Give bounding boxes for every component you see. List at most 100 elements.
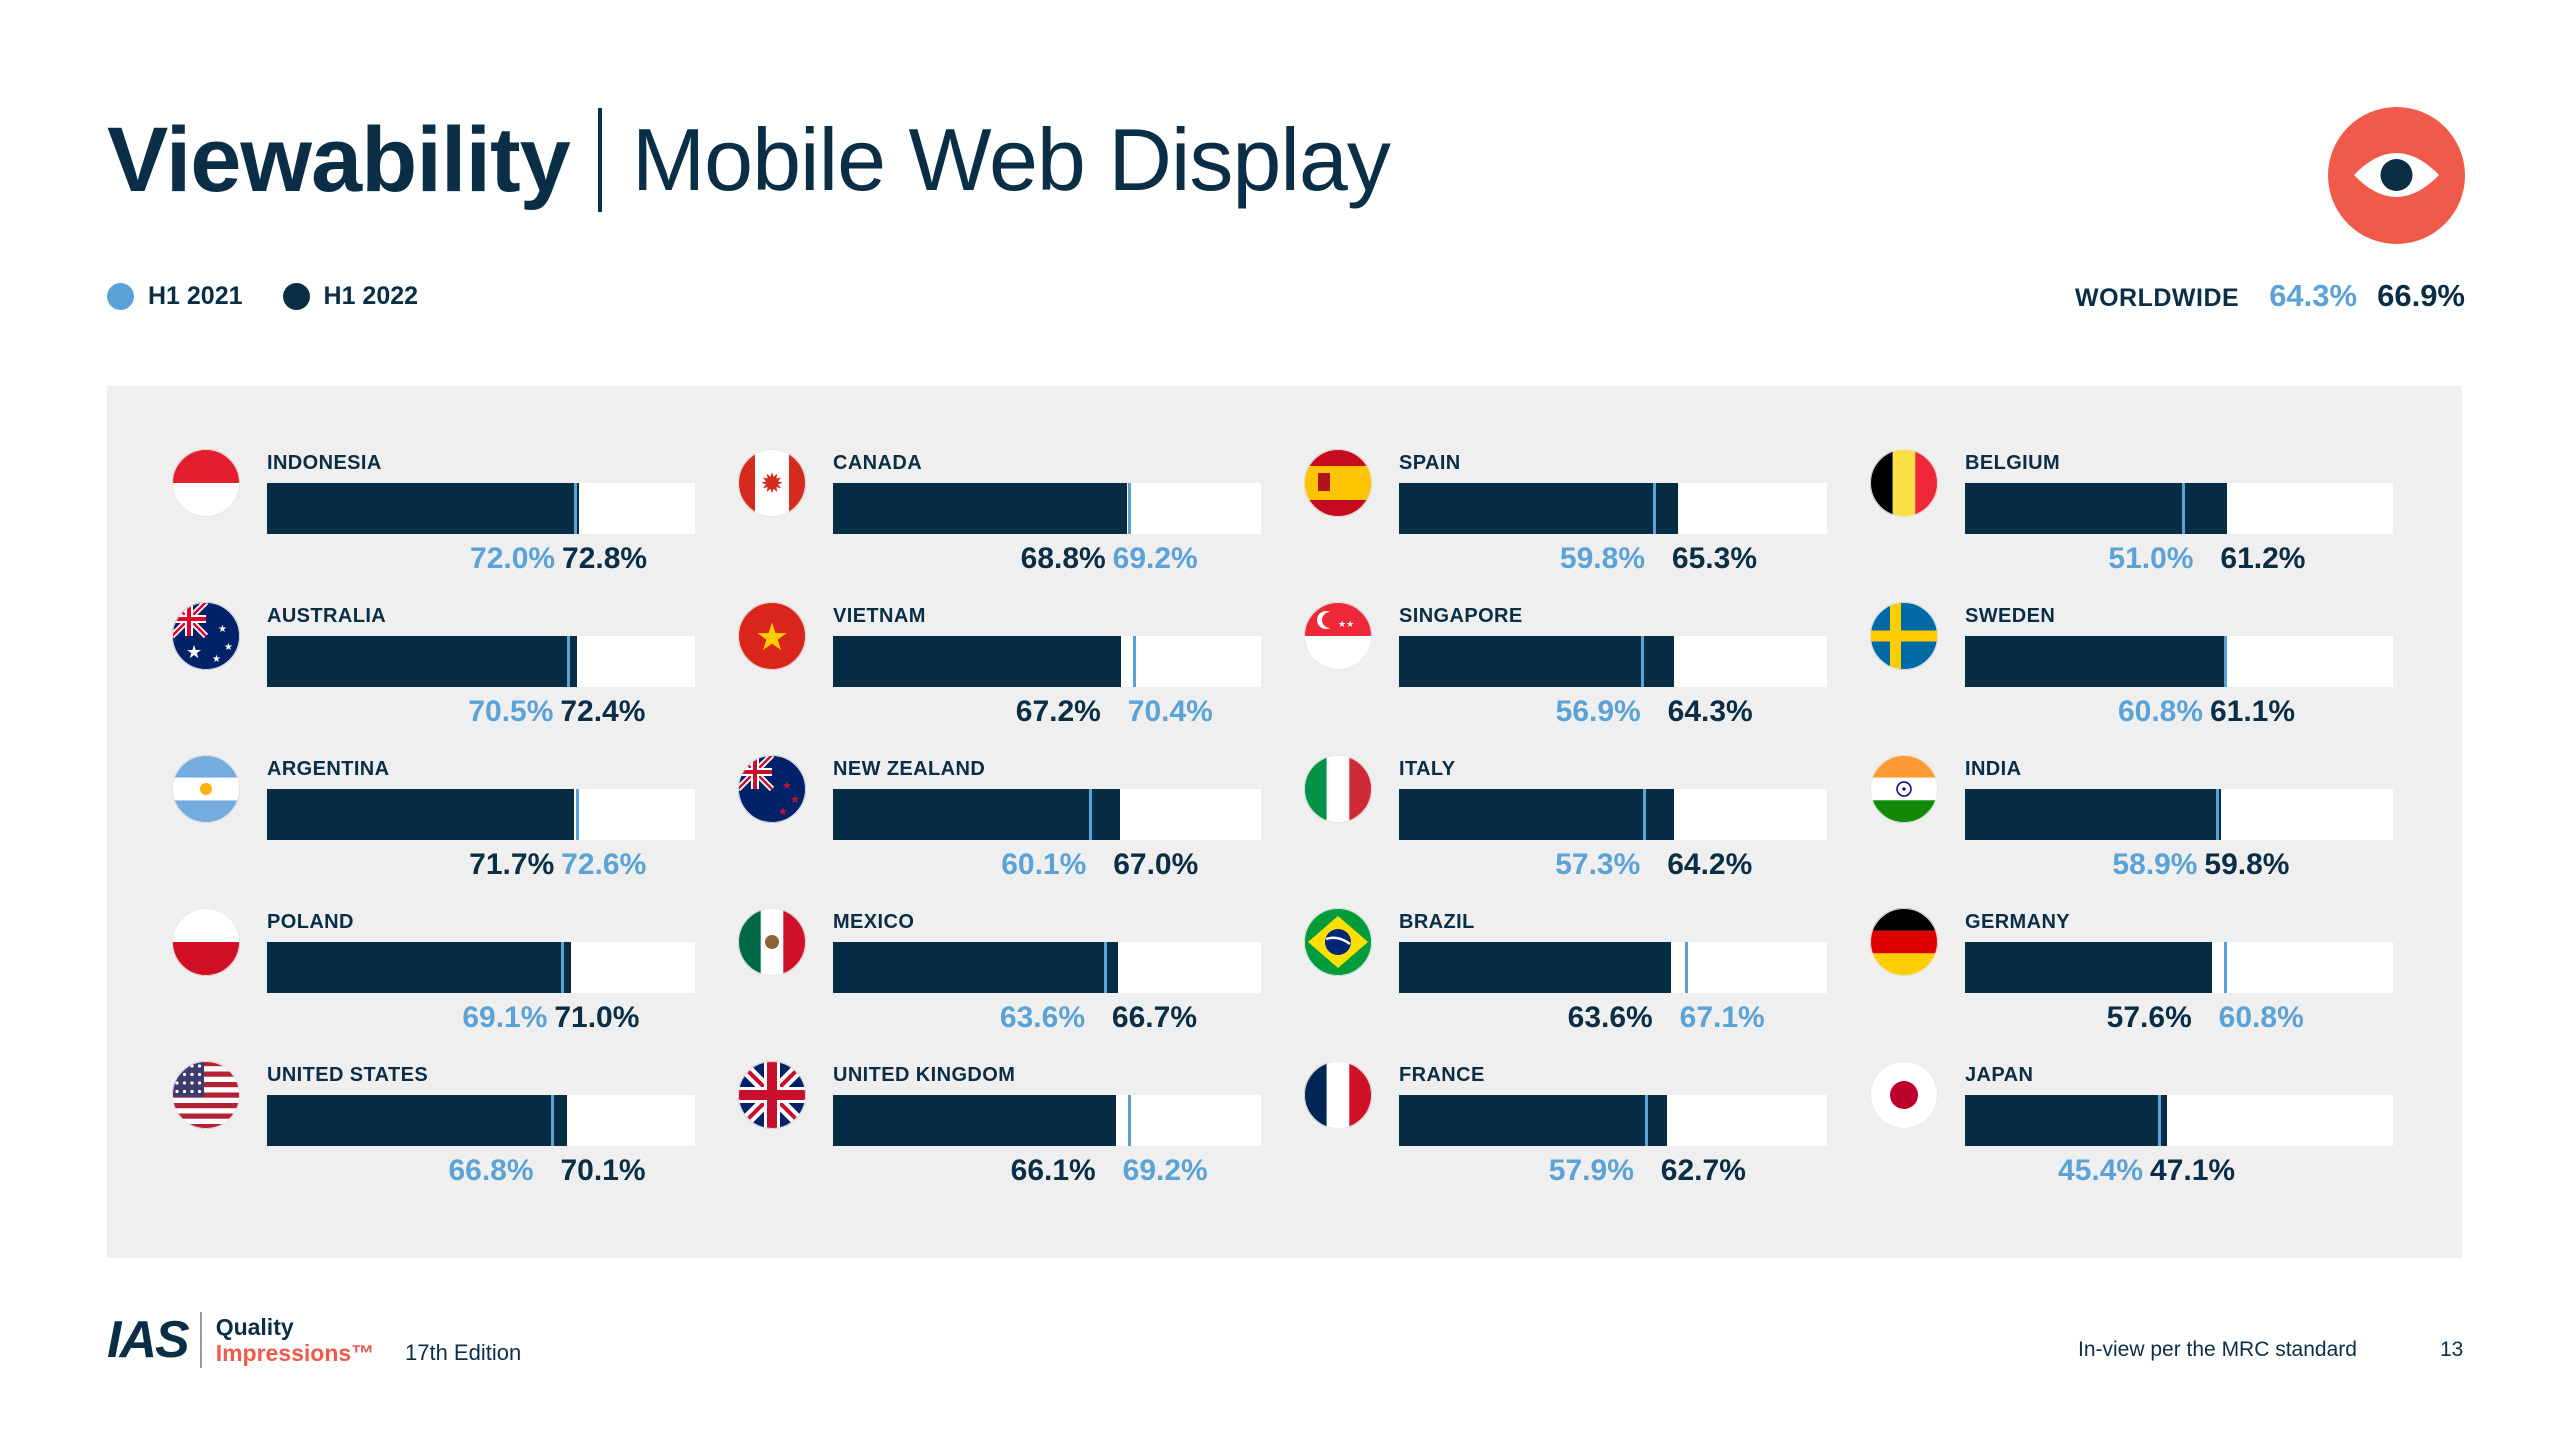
value-label-h1-2021: 56.9% bbox=[1555, 695, 1641, 728]
country-label: ARGENTINA bbox=[267, 758, 390, 780]
italy-flag-icon bbox=[1304, 755, 1372, 823]
indonesia-flag-icon bbox=[172, 449, 240, 517]
value-label-h1-2021: 69.1% bbox=[462, 1001, 548, 1034]
bar-h1-2022 bbox=[267, 1095, 568, 1146]
value-label-h1-2022: 67.2% bbox=[1015, 695, 1101, 728]
marker-h1-2021 bbox=[1653, 483, 1657, 534]
marker-h1-2021 bbox=[1127, 483, 1131, 534]
country-label: GERMANY bbox=[1965, 911, 2071, 933]
bar-row-belgium: BELGIUM 51.0% 61.2% bbox=[1805, 386, 2393, 575]
title-bold: Viewability bbox=[107, 108, 571, 211]
country-label: BRAZIL bbox=[1399, 911, 1475, 933]
value-label-h1-2022: 71.0% bbox=[554, 1001, 640, 1034]
marker-h1-2021 bbox=[1642, 789, 1646, 840]
country-label: VIETNAM bbox=[833, 605, 926, 627]
country-label: JAPAN bbox=[1965, 1064, 2034, 1086]
country-label: INDIA bbox=[1965, 758, 2022, 780]
germany-flag-icon bbox=[1870, 908, 1938, 976]
marker-h1-2021 bbox=[2223, 636, 2227, 687]
bar-track bbox=[267, 1095, 695, 1146]
country-label: CANADA bbox=[833, 452, 923, 474]
footnote: In-view per the MRC standard bbox=[2078, 1338, 2357, 1361]
edition-label: 17th Edition bbox=[405, 1340, 522, 1365]
bar-row-new-zealand: ★ ★ ★ NEW ZEALAND 60.1% 67.0% bbox=[673, 692, 1261, 881]
france-flag-icon bbox=[1304, 1061, 1372, 1129]
chart-panel: INDONESIA 72.0% 72.8% ★ ★ ★ ★ AUSTRALIA 70.5% 72.… bbox=[107, 386, 2462, 1258]
ias-logo-text: IAS bbox=[107, 1311, 190, 1369]
value-label-h1-2021: 51.0% bbox=[2108, 542, 2194, 575]
svg-text:★: ★ bbox=[186, 642, 202, 662]
bar-h1-2022 bbox=[833, 789, 1120, 840]
svg-text:★★: ★★ bbox=[1338, 619, 1354, 629]
value-label-h1-2021: 59.8% bbox=[1559, 542, 1646, 575]
value-label-h1-2022: 72.8% bbox=[562, 542, 648, 575]
bar-track bbox=[1965, 789, 2393, 840]
sweden-flag-icon bbox=[1870, 602, 1938, 670]
united-states-flag-icon bbox=[172, 1061, 240, 1129]
bar-h1-2022 bbox=[1399, 636, 1675, 687]
bar-h1-2022 bbox=[1965, 483, 2227, 534]
bar-h1-2022 bbox=[1965, 942, 2212, 993]
bar-h1-2022 bbox=[267, 789, 574, 840]
bar-row-mexico: MEXICO 63.6% 66.7% bbox=[673, 845, 1261, 1034]
bar-track bbox=[1965, 636, 2393, 687]
legend-dot-h1-2021 bbox=[107, 283, 134, 310]
brazil-flag-icon bbox=[1304, 908, 1372, 976]
value-label-h1-2021: 60.1% bbox=[1001, 848, 1087, 881]
country-label: AUSTRALIA bbox=[267, 605, 387, 627]
vietnam-flag-icon: ★ bbox=[738, 602, 806, 670]
value-label-h1-2022: 65.3% bbox=[1671, 542, 1758, 575]
bar-row-italy: ITALY 57.3% 64.2% bbox=[1239, 692, 1827, 881]
bar-h1-2022 bbox=[1399, 942, 1672, 993]
svg-text:★: ★ bbox=[790, 794, 800, 806]
country-label: FRANCE bbox=[1399, 1064, 1485, 1086]
country-label: SWEDEN bbox=[1965, 605, 2056, 627]
marker-h1-2021 bbox=[1684, 942, 1688, 993]
svg-text:✹: ✹ bbox=[760, 468, 783, 499]
country-label: BELGIUM bbox=[1965, 452, 2061, 474]
poland-flag-icon bbox=[172, 908, 240, 976]
bar-row-canada: ✹ CANADA 69.2% 68.8% bbox=[673, 386, 1261, 575]
legend-label: H1 2021 bbox=[148, 282, 243, 310]
marker-h1-2021 bbox=[573, 483, 577, 534]
legend-label: H1 2022 bbox=[323, 282, 419, 310]
bar-track bbox=[1399, 942, 1827, 993]
bar-h1-2022 bbox=[1965, 789, 2221, 840]
quality-impressions-logo: Quality Impressions™ bbox=[216, 1314, 375, 1366]
marker-h1-2021 bbox=[2181, 483, 2185, 534]
value-label-h1-2021: 72.0% bbox=[470, 542, 556, 575]
india-flag-icon bbox=[1870, 755, 1938, 823]
bar-track bbox=[833, 636, 1261, 687]
marker-h1-2021 bbox=[1103, 942, 1107, 993]
country-label: UNITED STATES bbox=[267, 1064, 429, 1086]
value-label-h1-2022: 67.0% bbox=[1113, 848, 1199, 881]
bar-track bbox=[1399, 789, 1827, 840]
country-label: ITALY bbox=[1399, 758, 1456, 780]
bar-row-spain: SPAIN 59.8% 65.3% bbox=[1239, 386, 1827, 575]
argentina-flag-icon bbox=[172, 755, 240, 823]
value-label-h1-2021: 70.4% bbox=[1127, 695, 1213, 728]
bar-row-singapore: ★★ SINGAPORE 56.9% 64.3% bbox=[1239, 539, 1827, 728]
worldwide-summary: WORLDWIDE 64.3% 66.9% bbox=[2075, 278, 2465, 314]
eye-icon bbox=[2328, 107, 2465, 244]
marker-h1-2021 bbox=[561, 942, 565, 993]
bar-track bbox=[1399, 483, 1827, 534]
logo-divider bbox=[199, 1312, 202, 1368]
value-label-h1-2022: 62.7% bbox=[1660, 1154, 1746, 1187]
bar-row-indonesia: INDONESIA 72.0% 72.8% bbox=[107, 386, 695, 575]
marker-h1-2021 bbox=[1127, 1095, 1131, 1146]
united-kingdom-flag-icon bbox=[738, 1061, 806, 1129]
value-label-h1-2022: 47.1% bbox=[2150, 1154, 2236, 1187]
value-label-h1-2022: 66.1% bbox=[1010, 1154, 1096, 1187]
value-label-h1-2022: 61.2% bbox=[2220, 542, 2306, 575]
legend-item-h1-2022: H1 2022 bbox=[282, 282, 419, 311]
value-label-h1-2022: 71.7% bbox=[469, 848, 555, 881]
marker-h1-2021 bbox=[2157, 1095, 2161, 1146]
bar-h1-2022 bbox=[1399, 1095, 1668, 1146]
value-label-h1-2022: 57.6% bbox=[2106, 1001, 2192, 1034]
bar-h1-2022 bbox=[833, 942, 1119, 993]
value-label-h1-2022: 72.4% bbox=[560, 695, 646, 728]
bar-h1-2022 bbox=[267, 636, 577, 687]
belgium-flag-icon bbox=[1870, 449, 1938, 517]
svg-text:★: ★ bbox=[212, 654, 221, 665]
